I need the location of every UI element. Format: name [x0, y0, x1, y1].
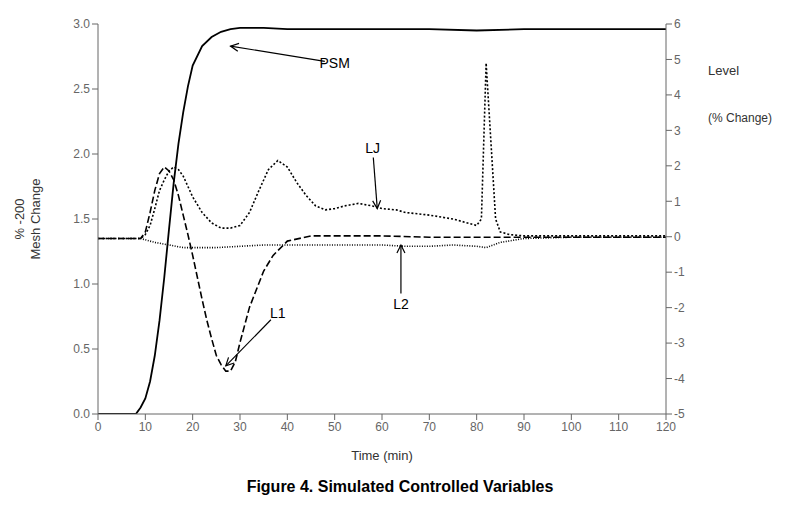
- svg-text:0: 0: [674, 230, 681, 244]
- svg-text:80: 80: [470, 420, 484, 434]
- svg-text:0.0: 0.0: [73, 407, 90, 421]
- svg-text:30: 30: [233, 420, 247, 434]
- svg-text:PSM: PSM: [319, 55, 349, 71]
- svg-text:L2: L2: [393, 296, 409, 312]
- svg-text:Time (min): Time (min): [351, 448, 413, 463]
- svg-text:3.0: 3.0: [73, 17, 90, 31]
- svg-text:70: 70: [423, 420, 437, 434]
- svg-text:20: 20: [186, 420, 200, 434]
- svg-text:LJ: LJ: [365, 140, 380, 156]
- svg-text:50: 50: [328, 420, 342, 434]
- svg-text:100: 100: [561, 420, 581, 434]
- svg-text:3: 3: [674, 124, 681, 138]
- svg-text:-2: -2: [674, 301, 685, 315]
- svg-text:5: 5: [674, 53, 681, 67]
- svg-text:1: 1: [674, 195, 681, 209]
- svg-text:120: 120: [656, 420, 676, 434]
- svg-text:110: 110: [609, 420, 628, 434]
- svg-text:6: 6: [674, 17, 681, 31]
- svg-text:-1: -1: [674, 265, 685, 279]
- svg-text:-3: -3: [674, 336, 685, 350]
- svg-text:-5: -5: [674, 407, 685, 421]
- svg-text:40: 40: [281, 420, 295, 434]
- html-text:Figure 4. Simulated Controlled: Figure 4. Simulated Controlled Variables: [246, 478, 554, 495]
- svg-text:1.0: 1.0: [73, 277, 90, 291]
- svg-text:% -200Mesh Change: % -200Mesh Change: [12, 179, 43, 260]
- svg-text:2: 2: [674, 159, 681, 173]
- svg-text:2.0: 2.0: [73, 147, 90, 161]
- svg-text:(% Change): (% Change): [708, 111, 772, 125]
- svg-text:0: 0: [95, 420, 102, 434]
- svg-text:4: 4: [674, 88, 681, 102]
- svg-text:Level: Level: [708, 63, 739, 78]
- svg-text:-4: -4: [674, 372, 685, 386]
- svg-text:60: 60: [375, 420, 389, 434]
- svg-text:L1: L1: [270, 305, 286, 321]
- svg-text:90: 90: [517, 420, 531, 434]
- svg-text:2.5: 2.5: [73, 82, 90, 96]
- svg-text:1.5: 1.5: [73, 212, 90, 226]
- svg-text:0.5: 0.5: [73, 342, 90, 356]
- svg-text:10: 10: [139, 420, 153, 434]
